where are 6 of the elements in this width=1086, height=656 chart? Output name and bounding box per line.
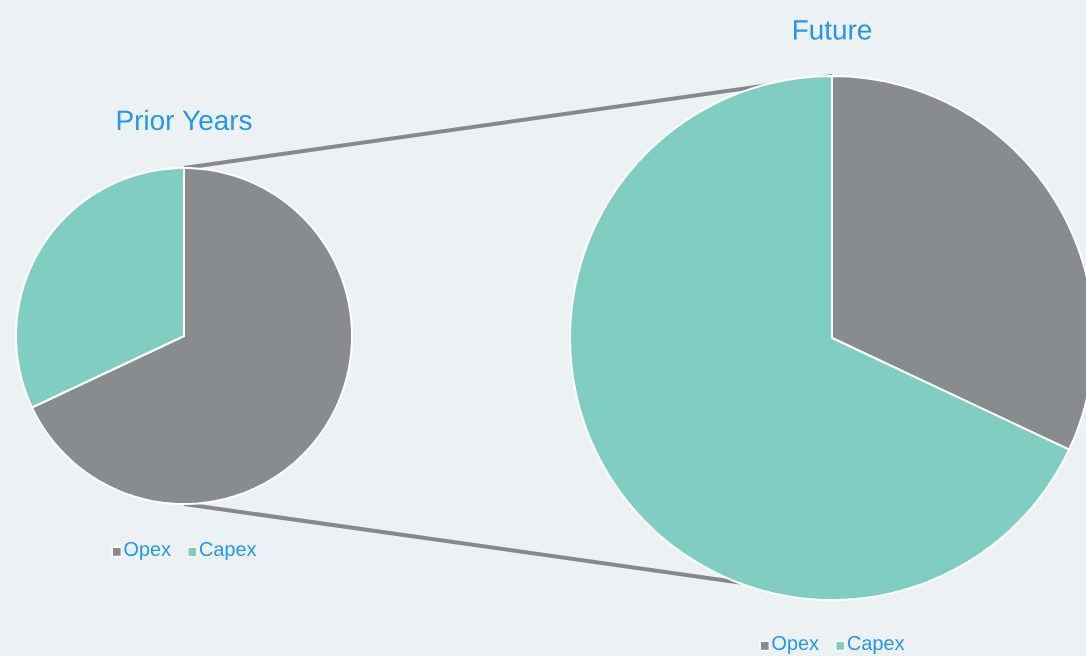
legend-label: Capex [847,635,905,655]
legend-label: Opex [772,635,819,655]
chart-title: Future [793,20,872,40]
legend-label: Opex [124,541,171,561]
chart-title: Prior Years [117,109,252,131]
legend-label: Capex [199,541,257,561]
